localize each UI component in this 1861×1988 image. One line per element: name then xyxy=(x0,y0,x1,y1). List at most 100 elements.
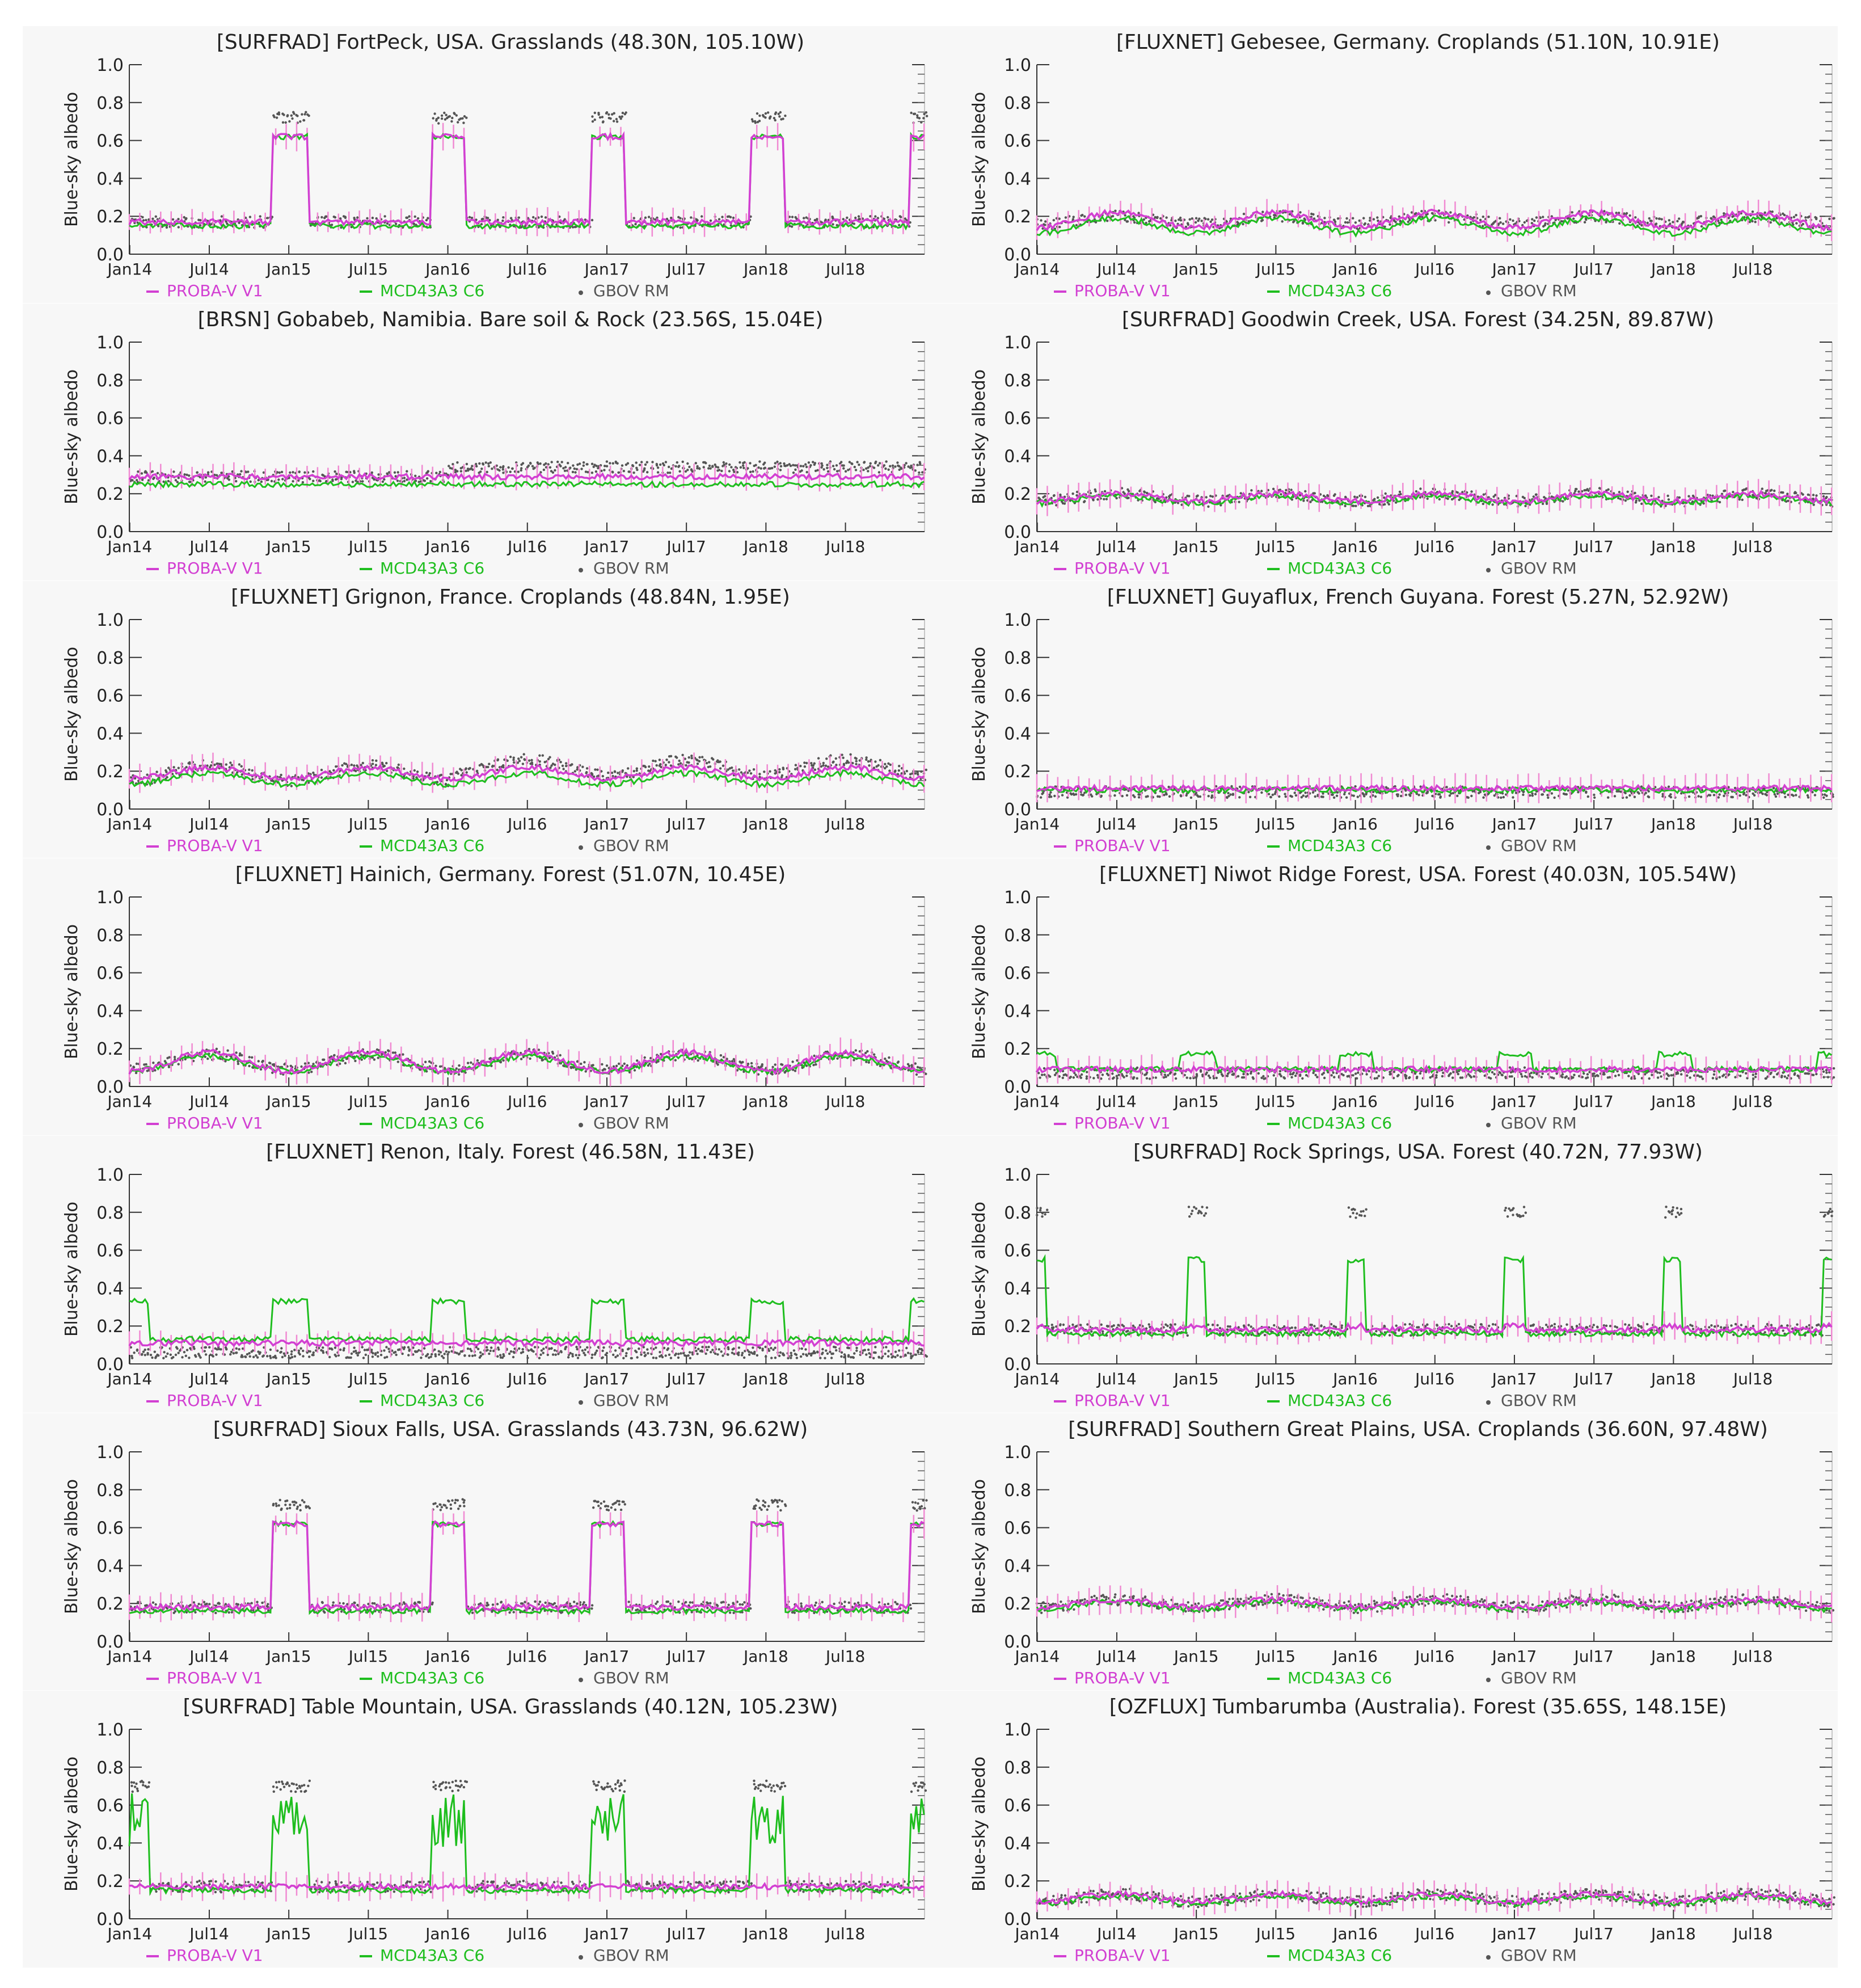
gbov-point xyxy=(580,467,583,470)
gbov-point xyxy=(284,121,287,124)
gbov-point xyxy=(914,469,917,472)
y-tick-label: 0.4 xyxy=(1004,447,1031,466)
gbov-point xyxy=(1638,792,1640,795)
gbov-point xyxy=(465,116,468,119)
gbov-point xyxy=(1156,216,1159,218)
gbov-point xyxy=(669,755,673,758)
gbov-point xyxy=(594,470,598,473)
legend-label: PROBA-V V1 xyxy=(1074,281,1171,300)
y-tick-label: 0.8 xyxy=(96,94,124,113)
x-tick-label: Jan14 xyxy=(1014,537,1060,556)
gbov-point xyxy=(1219,504,1222,507)
gbov-point xyxy=(506,759,509,763)
gbov-point xyxy=(732,469,735,471)
gbov-point xyxy=(312,479,315,482)
y-axis-label: Blue-sky albedo xyxy=(62,92,82,227)
gbov-point xyxy=(583,1061,586,1064)
gbov-point xyxy=(763,770,766,773)
gbov-point xyxy=(1041,791,1045,794)
series-gbov-rm xyxy=(1036,209,1835,231)
y-tick-label: 0.6 xyxy=(96,409,124,429)
gbov-point xyxy=(199,224,201,227)
gbov-point xyxy=(423,479,427,482)
gbov-point xyxy=(302,119,306,122)
gbov-point xyxy=(1769,221,1772,224)
y-tick-label: 0.4 xyxy=(96,447,124,466)
gbov-point xyxy=(792,471,795,474)
gbov-point xyxy=(513,761,516,764)
gbov-point xyxy=(339,217,342,220)
gbov-point xyxy=(1358,219,1361,222)
gbov-point xyxy=(690,216,693,219)
gbov-point xyxy=(1044,224,1046,226)
y-axis-label: Blue-sky albedo xyxy=(969,92,989,227)
x-tick-label: Jan17 xyxy=(1491,537,1537,556)
legend-swatch xyxy=(1486,568,1491,572)
gbov-point xyxy=(1394,221,1397,224)
x-tick-label: Jan16 xyxy=(1332,537,1378,556)
gbov-point xyxy=(654,760,657,763)
legend-label: PROBA-V V1 xyxy=(167,559,263,578)
gbov-point xyxy=(396,471,399,474)
gbov-point xyxy=(470,1061,472,1064)
gbov-point xyxy=(1127,490,1130,492)
gbov-point xyxy=(475,769,479,773)
gbov-point xyxy=(732,769,735,772)
gbov-point xyxy=(177,1063,180,1065)
gbov-point xyxy=(728,470,731,473)
gbov-point xyxy=(884,467,887,470)
gbov-point xyxy=(281,121,285,124)
panel-background xyxy=(23,26,930,303)
y-tick-label: 0.4 xyxy=(1004,724,1031,744)
gbov-point xyxy=(805,216,808,219)
gbov-point xyxy=(356,216,359,219)
gbov-point xyxy=(1311,791,1315,794)
gbov-point xyxy=(251,769,254,772)
gbov-point xyxy=(694,462,698,465)
gbov-point xyxy=(371,759,374,762)
gbov-point xyxy=(480,467,483,470)
x-tick-label: Jan16 xyxy=(1332,815,1378,833)
gbov-point xyxy=(792,464,795,466)
gbov-point xyxy=(560,461,563,464)
gbov-point xyxy=(889,763,892,766)
gbov-point xyxy=(609,462,611,465)
x-tick-label: Jul18 xyxy=(1732,260,1773,279)
gbov-point xyxy=(624,111,627,114)
gbov-point xyxy=(239,473,242,476)
gbov-point xyxy=(136,221,139,224)
gbov-point xyxy=(526,466,529,469)
gbov-point xyxy=(1646,221,1649,225)
gbov-point xyxy=(343,762,346,765)
gbov-point xyxy=(869,462,872,465)
gbov-point xyxy=(1280,493,1282,496)
gbov-point xyxy=(1787,499,1790,502)
gbov-point xyxy=(1613,795,1617,798)
gbov-point xyxy=(1103,490,1107,493)
gbov-point xyxy=(777,112,780,115)
x-tick-label: Jul18 xyxy=(825,1092,865,1111)
gbov-point xyxy=(1304,490,1307,493)
gbov-point xyxy=(562,467,565,470)
gbov-point xyxy=(605,460,609,463)
gbov-point xyxy=(1625,212,1628,215)
gbov-point xyxy=(305,111,307,113)
gbov-point xyxy=(1446,497,1449,500)
gbov-point xyxy=(790,225,794,228)
x-tick-label: Jul17 xyxy=(665,1092,706,1111)
gbov-point xyxy=(1801,222,1804,226)
gbov-point xyxy=(1640,224,1643,227)
gbov-point xyxy=(794,464,797,467)
gbov-point xyxy=(280,470,284,474)
gbov-point xyxy=(402,1053,404,1056)
gbov-point xyxy=(165,226,168,229)
gbov-point xyxy=(270,479,273,483)
gbov-point xyxy=(885,765,888,768)
gbov-point xyxy=(925,111,928,114)
gbov-point xyxy=(721,764,725,767)
gbov-point xyxy=(334,478,337,481)
gbov-point xyxy=(847,469,850,471)
gbov-point xyxy=(517,216,520,219)
gbov-point xyxy=(1541,502,1544,506)
gbov-point xyxy=(451,463,454,466)
